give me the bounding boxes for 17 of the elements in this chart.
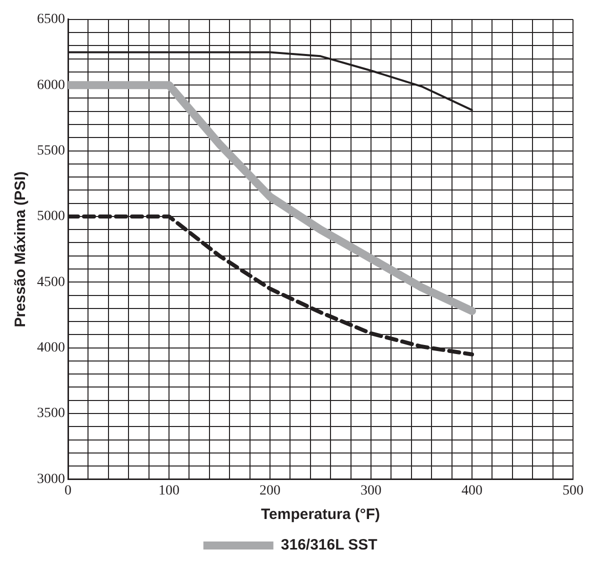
y-tick-label: 4000 — [37, 340, 65, 356]
x-axis-title: Temperatura (°F) — [260, 506, 380, 524]
y-tick-label: 3500 — [37, 406, 65, 422]
x-tick-label: 200 — [260, 483, 280, 498]
x-tick-label: 100 — [158, 483, 180, 498]
x-tick-label: 300 — [360, 483, 382, 498]
legend-label: 316/316L SST — [280, 536, 378, 554]
y-tick-label: 6500 — [37, 12, 65, 28]
y-tick-label: 3000 — [37, 472, 65, 487]
x-tick-label: 400 — [462, 483, 482, 498]
y-tick-label: 6000 — [37, 78, 65, 93]
y-axis-title: Pressão Máxima (PSI) — [12, 171, 30, 328]
x-tick-label: 500 — [562, 483, 584, 498]
y-tick-label: 5500 — [37, 143, 65, 158]
y-tick-label: 4500 — [37, 274, 65, 290]
y-tick-label: 5000 — [37, 209, 65, 224]
x-tick-label: 0 — [64, 483, 72, 498]
